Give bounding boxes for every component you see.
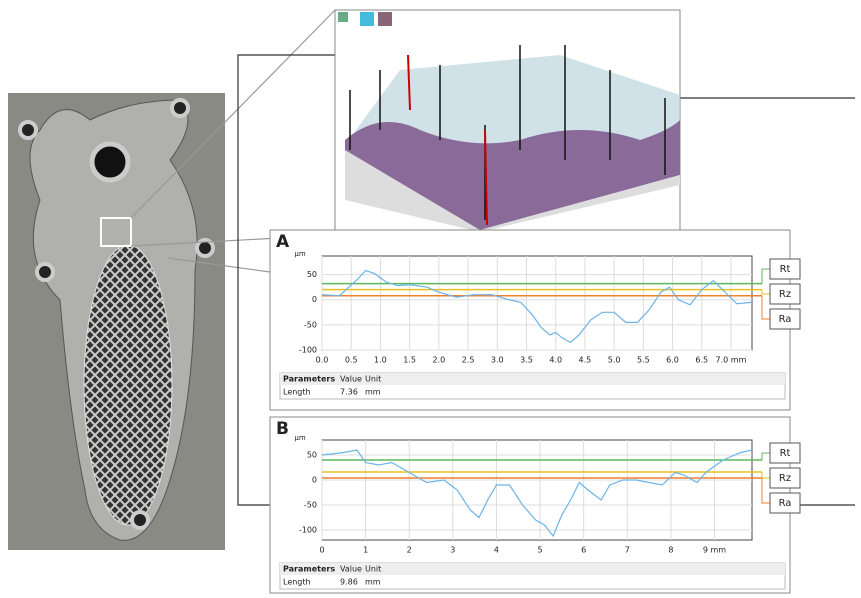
y-tick-label: -100 [299,526,317,535]
x-tick-label: 4 [494,546,499,555]
reference-name: Ra [779,314,792,325]
x-tick-label: 1.5 [403,356,416,365]
reference-name: Rt [780,264,791,275]
table-header: Value [340,565,362,574]
x-tick-label: 2.5 [462,356,475,365]
x-tick-label: 0.0 [316,356,329,365]
page: Aµm500-50-1000.00.51.01.52.02.53.03.54.0… [0,0,861,598]
panel-label: B [276,419,289,439]
y-tick-label: 0 [312,295,317,304]
table-header: Unit [365,375,381,384]
y-axis-label: µm [294,250,305,258]
y-tick-label: 50 [307,451,317,460]
x-tick-label: 2 [407,546,412,555]
surface-render [335,10,680,235]
x-tick-label: 7.0 mm [716,356,747,365]
x-tick-label: 6.0 [666,356,679,365]
table-header: Value [340,375,362,384]
y-tick-label: -100 [299,346,317,355]
table-cell: Length [283,578,311,587]
x-tick-label: 4.0 [549,356,562,365]
table-header: Parameters [283,565,335,574]
photo [8,93,225,550]
x-tick-label: 4.5 [579,356,592,365]
reference-name: Rz [779,289,791,300]
table-cell: mm [365,578,381,587]
x-tick-label: 5.5 [637,356,650,365]
x-tick-label: 6.5 [695,356,708,365]
table-cell: 9.86 [340,578,358,587]
x-tick-label: 1 [363,546,368,555]
table-cell: mm [365,388,381,397]
x-tick-label: 3 [450,546,455,555]
reference-name: Rt [780,448,791,459]
x-tick-label: 0 [319,546,324,555]
x-tick-label: 0.5 [345,356,358,365]
x-tick-label: 3.5 [520,356,533,365]
x-tick-label: 3.0 [491,356,504,365]
y-tick-label: 0 [312,476,317,485]
reference-name: Ra [779,498,792,509]
x-tick-label: 6 [581,546,586,555]
x-tick-label: 9 mm [703,546,726,555]
panel-label: A [276,232,290,252]
figure: Aµm500-50-1000.00.51.01.52.02.53.03.54.0… [0,0,861,594]
x-tick-label: 2.0 [432,356,445,365]
x-tick-label: 5.0 [608,356,621,365]
y-axis-label: µm [294,434,305,442]
x-tick-label: 8 [668,546,673,555]
table-cell: 7.36 [340,388,358,397]
x-tick-label: 5 [538,546,543,555]
table-header: Parameters [283,375,335,384]
table-header: Unit [365,565,381,574]
x-tick-label: 1.0 [374,356,387,365]
x-tick-label: 7 [625,546,630,555]
plot-area [322,256,752,350]
y-tick-label: -50 [304,320,317,329]
table-cell: Length [283,388,311,397]
reference-name: Rz [779,473,791,484]
y-tick-label: 50 [307,270,317,279]
y-tick-label: -50 [304,501,317,510]
